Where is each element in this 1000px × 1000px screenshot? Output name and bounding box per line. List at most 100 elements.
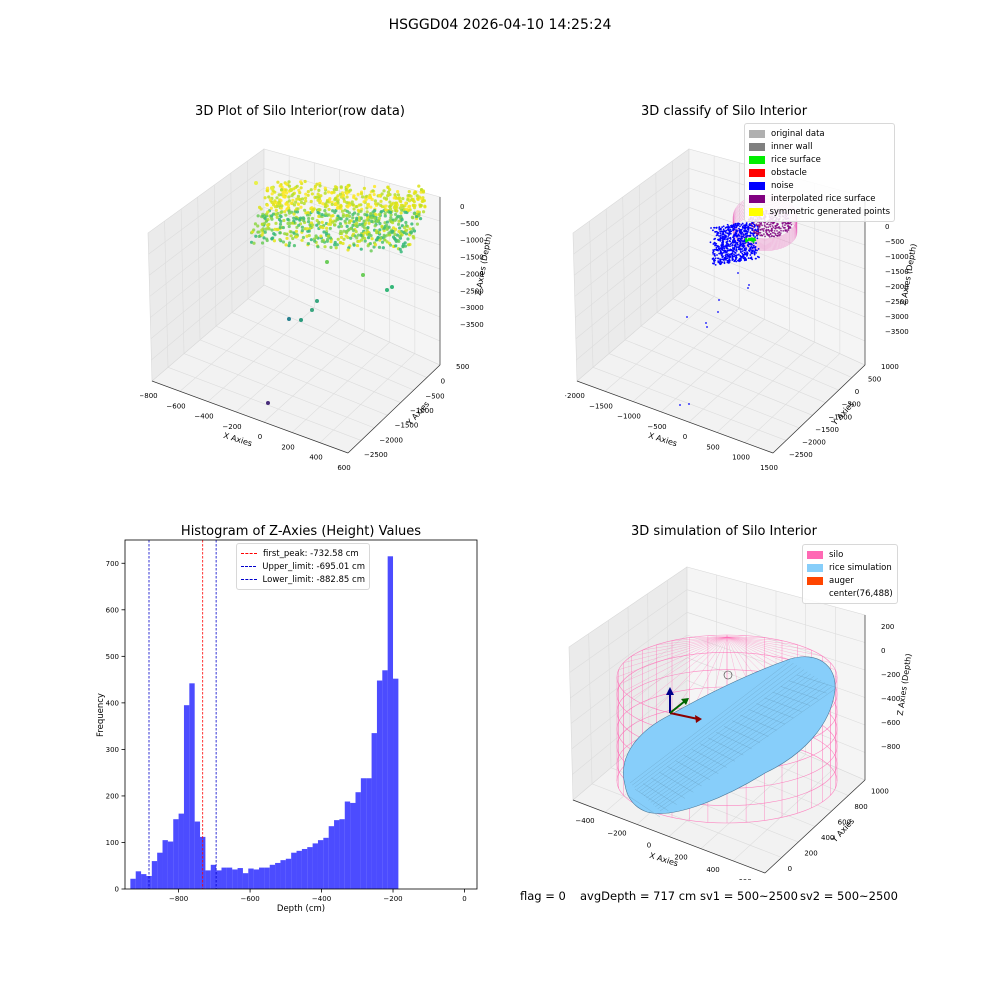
- data-point: [404, 220, 408, 225]
- y-tick-label: 700: [106, 560, 119, 568]
- data-point: [395, 209, 399, 213]
- data-point: [322, 230, 326, 234]
- data-point: [365, 213, 369, 217]
- data-point: [713, 248, 716, 251]
- data-point: [729, 236, 732, 239]
- data-point: [721, 258, 724, 261]
- data-point: [735, 248, 738, 251]
- histogram-bar: [323, 837, 329, 889]
- legend-item: center(76,488): [807, 587, 893, 600]
- data-point: [272, 231, 276, 236]
- data-point: [386, 190, 390, 194]
- data-point: [252, 228, 256, 232]
- data-point: [745, 222, 748, 224]
- data-point: [404, 232, 409, 236]
- data-point: [781, 222, 784, 225]
- data-point: [734, 222, 737, 225]
- data-point: [262, 236, 266, 240]
- data-point: [292, 212, 296, 216]
- legend-swatch: [241, 553, 257, 554]
- data-point: [329, 245, 333, 250]
- data-point: [319, 234, 323, 238]
- tick-label: −500: [842, 401, 861, 409]
- data-point: [765, 232, 768, 235]
- y-tick-label: 200: [106, 792, 119, 800]
- data-point: [725, 244, 728, 247]
- data-point: [263, 216, 267, 221]
- data-point: [745, 235, 747, 238]
- data-point: [749, 235, 752, 238]
- data-point: [730, 253, 733, 256]
- data-point: [782, 221, 785, 224]
- data-point: [396, 190, 400, 194]
- tick-label: 1000: [881, 363, 899, 371]
- data-point: [748, 238, 751, 241]
- legend-label: noise: [771, 180, 794, 191]
- data-point: [289, 230, 293, 234]
- tick-label: −400: [194, 413, 213, 421]
- data-point: [363, 236, 367, 241]
- axis-line: [347, 364, 441, 454]
- data-point: [751, 232, 754, 235]
- data-point: [714, 244, 717, 247]
- data-point: [299, 180, 303, 184]
- histogram-bar: [366, 778, 372, 889]
- data-point: [373, 243, 378, 247]
- tick-label: −1000: [460, 237, 484, 245]
- data-point: [367, 232, 371, 237]
- grid-line: [230, 172, 233, 313]
- data-point: [787, 227, 790, 229]
- data-point: [763, 221, 766, 224]
- data-point: [747, 230, 749, 233]
- data-point: [752, 240, 755, 243]
- grid-line: [183, 353, 375, 429]
- tick-label: 600: [738, 878, 751, 880]
- histogram-bar: [317, 840, 324, 889]
- mesh-line: [629, 660, 791, 784]
- data-point: [790, 223, 793, 226]
- data-point: [354, 204, 358, 209]
- data-point: [399, 250, 403, 254]
- mesh-line: [626, 794, 661, 818]
- data-point: [744, 249, 747, 252]
- data-point: [403, 244, 408, 248]
- x-axis-label: X Axies: [222, 431, 253, 448]
- data-point: [726, 226, 729, 228]
- data-point: [738, 222, 741, 225]
- data-point: [750, 242, 752, 245]
- status-sv1: sv1 = 500~2500: [700, 889, 798, 903]
- data-point: [751, 229, 754, 232]
- data-point: [718, 226, 721, 228]
- data-point: [747, 225, 750, 228]
- data-point: [336, 217, 340, 222]
- data-point: [305, 227, 309, 231]
- data-point: [706, 326, 708, 328]
- data-point: [778, 231, 781, 233]
- data-point: [296, 194, 301, 198]
- silo-roof-wire: [726, 636, 823, 657]
- data-point: [719, 230, 722, 233]
- data-point: [336, 237, 340, 241]
- data-point: [407, 205, 411, 209]
- data-point: [356, 208, 360, 212]
- data-point: [387, 231, 391, 235]
- legend-item: silo: [807, 548, 893, 561]
- plot-frame: [124, 539, 478, 890]
- data-point: [776, 226, 779, 229]
- data-point: [402, 207, 406, 212]
- tick-label: 1500: [760, 464, 778, 470]
- data-point: [746, 232, 748, 235]
- data-point: [724, 254, 727, 257]
- data-point: [723, 237, 726, 240]
- data-point: [731, 241, 734, 244]
- tick-label: −2500: [789, 451, 813, 459]
- data-point: [736, 224, 739, 226]
- data-point: [723, 259, 725, 261]
- data-point: [386, 193, 391, 197]
- data-point: [725, 246, 728, 249]
- histogram-bar: [339, 819, 345, 889]
- data-point: [725, 250, 728, 253]
- data-point: [721, 253, 723, 256]
- data-point: [272, 239, 277, 243]
- silo-roof-wire: [689, 636, 728, 638]
